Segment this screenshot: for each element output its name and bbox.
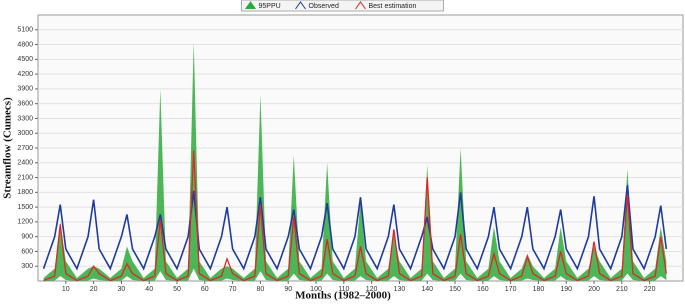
x-tick-label: 210 [616, 286, 628, 293]
y-tick-label: 3300 [17, 115, 33, 122]
legend-label: Observed [309, 3, 339, 10]
x-tick-label: 20 [90, 286, 98, 293]
legend-icon [355, 1, 366, 10]
y-axis-label: Streamflow (Cumecs) [2, 97, 14, 199]
series-line [43, 150, 667, 282]
x-tick-label: 70 [229, 286, 237, 293]
y-tick-label: 4500 [17, 56, 33, 63]
y-tick-label: 4200 [17, 71, 33, 78]
x-tick-label: 160 [477, 286, 489, 293]
y-tick-label: 2100 [17, 174, 33, 181]
x-tick-label: 80 [257, 286, 265, 293]
x-tick-label: 190 [560, 286, 572, 293]
x-tick-label: 170 [505, 286, 517, 293]
y-tick-label: 1800 [17, 189, 33, 196]
x-tick-label: 100 [310, 286, 322, 293]
x-tick-label: 120 [366, 286, 378, 293]
x-tick-label: 220 [644, 286, 656, 293]
x-tick-label: 10 [62, 286, 70, 293]
y-tick-label: 4800 [17, 41, 33, 48]
y-tick-label: 3000 [17, 130, 33, 137]
x-tick-label: 110 [338, 286, 349, 293]
x-tick-label: 140 [421, 286, 433, 293]
legend-label: 95PPU [259, 3, 281, 10]
legend: 95PPU Observed Best estimation [241, 0, 444, 12]
y-tick-label: 2400 [17, 160, 33, 167]
y-tick-label: 2700 [17, 145, 33, 152]
x-tick-label: 50 [173, 286, 181, 293]
y-tick-label: 600 [21, 248, 33, 255]
x-tick-label: 60 [201, 286, 209, 293]
x-tick-label: 30 [118, 286, 126, 293]
x-tick-label: 150 [449, 286, 461, 293]
legend-icon [245, 1, 256, 10]
series-line [42, 184, 668, 271]
y-tick-label: 3900 [17, 86, 33, 93]
x-tick-label: 130 [394, 286, 406, 293]
y-tick-label: 1500 [17, 204, 33, 211]
x-axis-label: Months (1982–2000) [295, 290, 391, 302]
y-tick-label: 300 [21, 263, 33, 270]
x-tick-label: 200 [588, 286, 600, 293]
legend-icon [295, 1, 306, 10]
x-tick-label: 90 [284, 286, 292, 293]
y-tick-label: 3600 [17, 101, 33, 108]
y-tick-label: 5100 [17, 27, 33, 34]
x-tick-label: 180 [533, 286, 545, 293]
legend-label: Best estimation [369, 3, 417, 10]
x-tick-label: 40 [145, 286, 153, 293]
y-tick-label: 1200 [17, 219, 33, 226]
y-tick-label: 900 [21, 234, 33, 241]
legend-box [241, 0, 444, 12]
